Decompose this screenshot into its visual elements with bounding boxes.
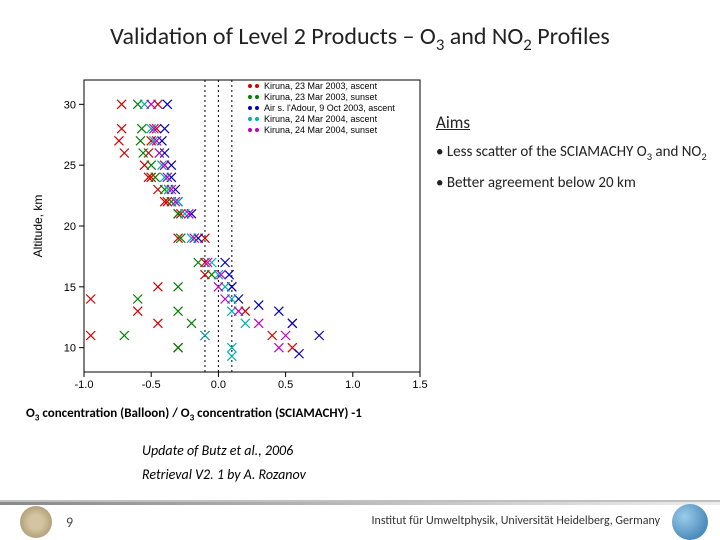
svg-text:0.5: 0.5 bbox=[278, 379, 293, 391]
aims-block: Aims • Less scatter of the SCIAMACHY O3 … bbox=[436, 112, 708, 202]
svg-text:30: 30 bbox=[64, 99, 76, 111]
svg-text:20: 20 bbox=[64, 221, 76, 233]
svg-text:Kiruna, 24 Mar 2004, ascent: Kiruna, 24 Mar 2004, ascent bbox=[264, 114, 378, 124]
update-note: Update of Butz et al., 2006 bbox=[142, 442, 293, 459]
retrieval-note: Retrieval V2. 1 by A. Rozanov bbox=[142, 466, 306, 483]
university-seal-icon bbox=[20, 506, 52, 538]
institution-text: Institut für Umweltphysik, Universität H… bbox=[371, 514, 660, 528]
footer-divider bbox=[0, 502, 720, 505]
aims-bullet-2: • Better agreement below 20 km bbox=[436, 174, 708, 192]
page-title: Validation of Level 2 Products – O3 and … bbox=[0, 22, 720, 55]
svg-text:Kiruna, 23 Mar 2003, sunset: Kiruna, 23 Mar 2003, sunset bbox=[264, 92, 378, 102]
svg-text:Altitude, km: Altitude, km bbox=[31, 195, 45, 258]
svg-text:25: 25 bbox=[64, 160, 76, 172]
svg-text:-1.0: -1.0 bbox=[75, 379, 94, 391]
svg-text:Kiruna, 23 Mar 2003, ascent: Kiruna, 23 Mar 2003, ascent bbox=[264, 81, 378, 91]
svg-text:Kiruna, 24 Mar 2004, sunset: Kiruna, 24 Mar 2004, sunset bbox=[264, 125, 378, 135]
aims-bullet-1: • Less scatter of the SCIAMACHY O3 and N… bbox=[436, 143, 708, 164]
svg-text:1.5: 1.5 bbox=[412, 379, 427, 391]
footer: 9 Institut für Umweltphysik, Universität… bbox=[0, 500, 720, 540]
svg-text:15: 15 bbox=[64, 282, 76, 294]
aims-heading: Aims bbox=[436, 112, 708, 133]
svg-text:0.0: 0.0 bbox=[211, 379, 226, 391]
svg-text:1.0: 1.0 bbox=[345, 379, 360, 391]
svg-text:Air s. l'Adour, 9 Oct 2003, as: Air s. l'Adour, 9 Oct 2003, ascent bbox=[264, 103, 395, 113]
slide-number: 9 bbox=[66, 514, 73, 531]
x-axis-caption: O3 concentration (Balloon) / O3 concentr… bbox=[26, 406, 362, 424]
svg-text:10: 10 bbox=[64, 343, 76, 355]
svg-text:-0.5: -0.5 bbox=[142, 379, 161, 391]
scatter-chart: -1.0 -0.5 0.0 0.5 1.0 1.5 10 15 20 25 30 Altitude, … bbox=[28, 72, 428, 392]
globe-icon bbox=[672, 504, 708, 540]
